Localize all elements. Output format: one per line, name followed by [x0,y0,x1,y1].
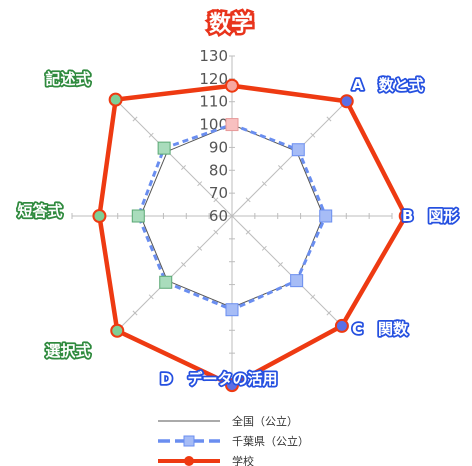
axis-label: B 図形 [402,207,458,225]
radar-spoke [118,215,233,330]
radar-tick-mark [278,165,283,170]
radar-tick-mark [197,181,203,187]
radar-tick-mark [197,245,203,251]
chart-title: 数学 [209,11,253,37]
legend-item-national: 全国（公立） [158,414,298,428]
radar-tick-mark [261,181,267,187]
legend-item-prefecture: 千葉県（公立） [158,434,309,448]
radar-spoke [118,102,233,217]
radar-tick-mark [181,165,186,170]
series-school-point [92,209,107,223]
series-prefecture-point [157,141,171,155]
tick-label: 110 [199,93,228,111]
radar-tick-mark [148,132,154,138]
tick-label: 120 [199,70,228,88]
radar-tick-mark [310,294,316,300]
legend: 全国（公立） 千葉県（公立） 学校 [158,414,309,466]
series-prefecture-point [225,303,239,317]
legend-item-school: 学校 [158,454,254,466]
radar-tick-mark [132,116,138,122]
series-school-point [398,209,413,223]
radar-tick-mark [326,310,332,316]
radar-tick-mark [148,294,154,300]
radar-tick-mark [213,229,219,235]
series-prefecture-point [159,275,173,289]
series-prefecture-point [319,209,333,223]
axis-label: C 関数 [352,320,409,338]
legend-marker-school [184,456,194,466]
tick-label: 90 [209,138,228,156]
series-school-point [339,94,354,109]
tick-label: 80 [209,161,228,179]
series-school-point [225,78,239,93]
axis-label: D データの活用 [160,370,277,388]
radar-tick-mark [278,262,283,267]
legend-label-school: 学校 [232,454,254,466]
legend-label-prefecture: 千葉県（公立） [232,434,309,448]
legend-marker-prefecture [183,435,195,447]
axis-label: A 数と式 [352,76,424,94]
series-school-point [110,323,125,338]
radar-tick-mark [245,197,251,203]
radar-spoke [231,215,346,330]
axis-label: 選択式 [45,342,90,360]
radar-tick-mark [245,229,251,235]
radar-tick-mark [132,310,138,316]
radar-series [92,78,413,393]
series-prefecture-point [131,209,145,223]
series-school-point [225,378,239,393]
tick-label: 70 [209,184,228,202]
radar-tick-mark [213,197,219,203]
tick-label: 130 [199,47,228,65]
radar-tick-mark [261,245,267,251]
series-prefecture-point [291,143,305,157]
series-school-point [334,318,349,333]
tick-label: 60 [209,207,228,225]
axis-label: 短答式 [17,202,62,220]
series-prefecture-point [290,274,304,288]
axis-labels: A 数と式 B 図形 C 関数 D データの活用 選択式 短答式 記述式 [16,68,460,390]
radar-tick-mark [326,116,332,122]
radar-tick-mark [181,262,186,267]
axis-label: 記述式 [45,70,90,88]
series-prefecture-point [225,118,239,132]
radar-spoke [231,102,346,217]
series-school-line [97,83,408,388]
radar-tick-mark [310,132,316,138]
series-school-point [108,92,123,107]
legend-label-national: 全国（公立） [232,414,298,428]
